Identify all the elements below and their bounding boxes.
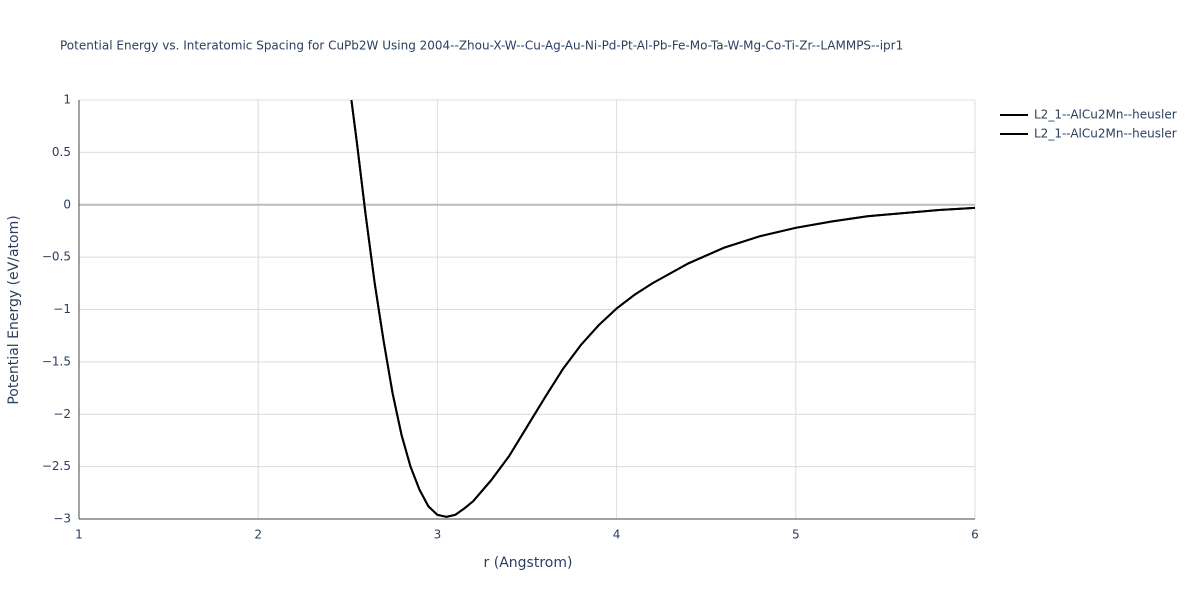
x-tick-label: 6 bbox=[971, 528, 979, 542]
y-tick-label: 0.5 bbox=[52, 145, 71, 159]
y-tick-label: −2.5 bbox=[42, 459, 71, 473]
x-tick-label: 2 bbox=[254, 528, 262, 542]
y-axis-title: Potential Energy (eV/atom) bbox=[6, 215, 22, 404]
x-tick-label: 3 bbox=[434, 528, 442, 542]
x-tick-label: 4 bbox=[613, 528, 621, 542]
chart-title: Potential Energy vs. Interatomic Spacing… bbox=[60, 39, 903, 53]
legend-label[interactable]: L2_1--AlCu2Mn--heusler bbox=[1034, 127, 1177, 141]
y-tick-label: −1 bbox=[53, 302, 71, 316]
y-tick-label: −3 bbox=[53, 512, 71, 526]
series-line bbox=[350, 99, 976, 518]
series-line bbox=[350, 99, 976, 518]
y-tick-label: 0 bbox=[63, 197, 71, 211]
y-tick-label: −2 bbox=[53, 407, 71, 421]
x-axis-title: r (Angstrom) bbox=[484, 555, 573, 571]
y-tick-label: −1.5 bbox=[42, 354, 71, 368]
x-tick-label: 5 bbox=[792, 528, 800, 542]
legend-label[interactable]: L2_1--AlCu2Mn--heusler bbox=[1034, 108, 1177, 122]
x-tick-label: 1 bbox=[75, 528, 83, 542]
y-tick-label: 1 bbox=[63, 93, 71, 107]
y-tick-label: −0.5 bbox=[42, 250, 71, 264]
